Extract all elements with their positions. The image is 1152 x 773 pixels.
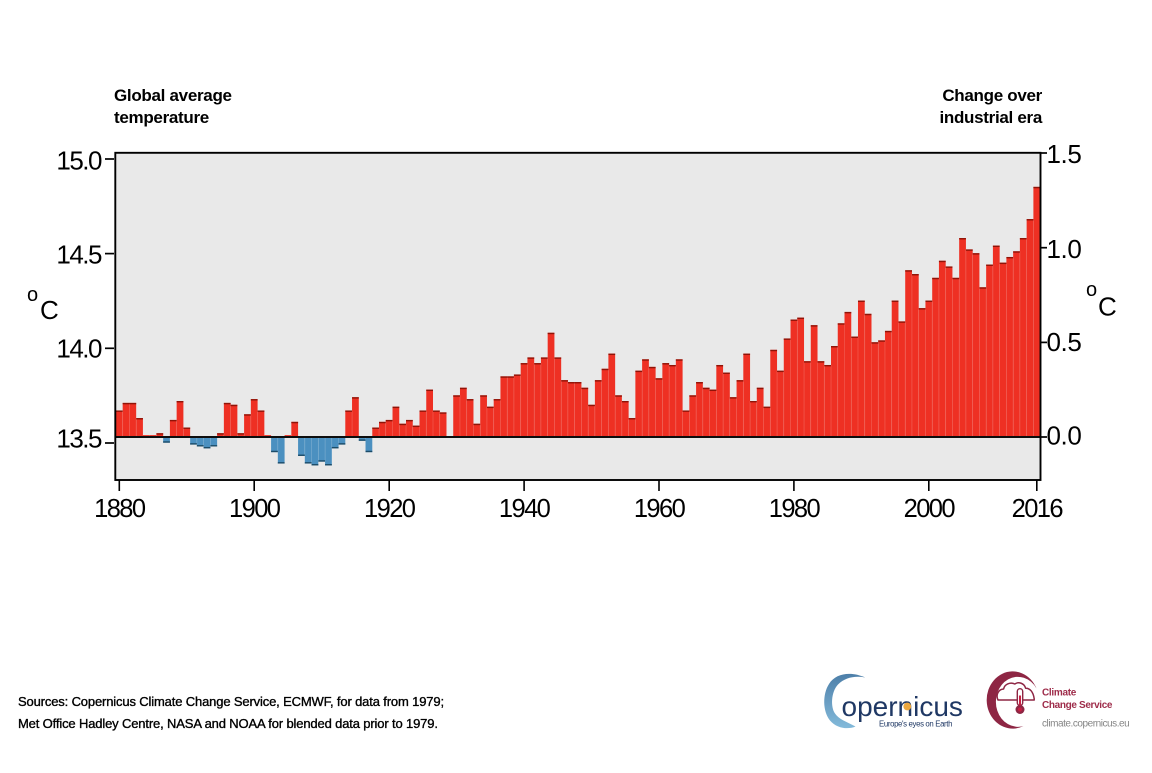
svg-text:15.0: 15.0 bbox=[56, 145, 102, 175]
svg-text:1960: 1960 bbox=[634, 495, 686, 523]
svg-text:climate.copernicus.eu: climate.copernicus.eu bbox=[1042, 719, 1129, 730]
svg-text:C: C bbox=[1098, 292, 1117, 322]
svg-text:o: o bbox=[27, 284, 38, 306]
svg-text:1.0: 1.0 bbox=[1047, 234, 1082, 264]
svg-text:1940: 1940 bbox=[499, 495, 551, 523]
svg-text:Global average: Global average bbox=[114, 86, 232, 105]
svg-text:temperature: temperature bbox=[114, 108, 209, 127]
svg-text:industrial era: industrial era bbox=[939, 108, 1042, 127]
svg-text:Met Office Hadley Centre, NASA: Met Office Hadley Centre, NASA and NOAA … bbox=[18, 716, 438, 731]
svg-text:opernicus: opernicus bbox=[842, 691, 963, 722]
svg-text:13.5: 13.5 bbox=[56, 424, 102, 454]
svg-text:1880: 1880 bbox=[94, 495, 146, 523]
svg-text:Sources: Copernicus Climate Ch: Sources: Copernicus Climate Change Servi… bbox=[18, 694, 444, 709]
svg-text:1.5: 1.5 bbox=[1047, 139, 1082, 169]
svg-text:1980: 1980 bbox=[769, 495, 821, 523]
svg-text:Change over: Change over bbox=[942, 86, 1042, 105]
svg-text:2016: 2016 bbox=[1012, 495, 1064, 523]
svg-text:0.5: 0.5 bbox=[1047, 327, 1082, 357]
svg-text:Change Service: Change Service bbox=[1042, 700, 1113, 711]
svg-text:14.0: 14.0 bbox=[56, 334, 102, 364]
svg-text:Climate: Climate bbox=[1042, 688, 1077, 699]
svg-text:14.5: 14.5 bbox=[56, 240, 102, 270]
svg-text:0.0: 0.0 bbox=[1047, 420, 1082, 450]
svg-text:Europe's eyes on Earth: Europe's eyes on Earth bbox=[879, 720, 952, 729]
svg-text:o: o bbox=[1086, 279, 1097, 301]
svg-text:1920: 1920 bbox=[364, 495, 416, 523]
svg-text:1900: 1900 bbox=[229, 495, 281, 523]
svg-text:2000: 2000 bbox=[904, 495, 956, 523]
svg-text:C: C bbox=[40, 295, 59, 325]
